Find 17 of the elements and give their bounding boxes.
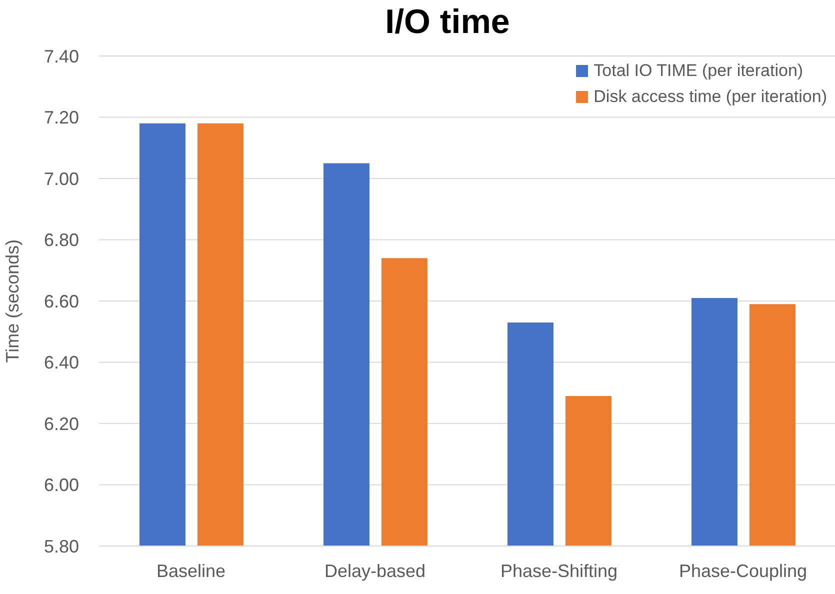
legend-label: Total IO TIME (per iteration)	[594, 60, 804, 82]
y-axis-title: Time (seconds)	[2, 239, 22, 363]
y-tick-label: 6.40	[44, 352, 79, 373]
x-tick-label: Delay-based	[324, 560, 426, 581]
y-tick-label: 7.40	[44, 46, 79, 66]
x-tick-label: Phase-Shifting	[500, 560, 618, 581]
y-tick-label: 6.60	[44, 291, 79, 312]
y-tick-label: 5.80	[44, 536, 79, 556]
y-tick-label: 7.00	[44, 168, 79, 189]
y-tick-label: 6.80	[44, 230, 79, 250]
x-tick-label: Baseline	[156, 560, 226, 581]
y-tick-label: 6.20	[44, 414, 79, 434]
legend-label: Disk access time (per iteration)	[594, 86, 827, 108]
y-tick-label: 6.00	[44, 475, 79, 496]
chart-title: I/O time	[384, 2, 511, 43]
y-tick-label: 7.20	[44, 108, 79, 128]
x-tick-label: Phase-Coupling	[678, 560, 808, 581]
